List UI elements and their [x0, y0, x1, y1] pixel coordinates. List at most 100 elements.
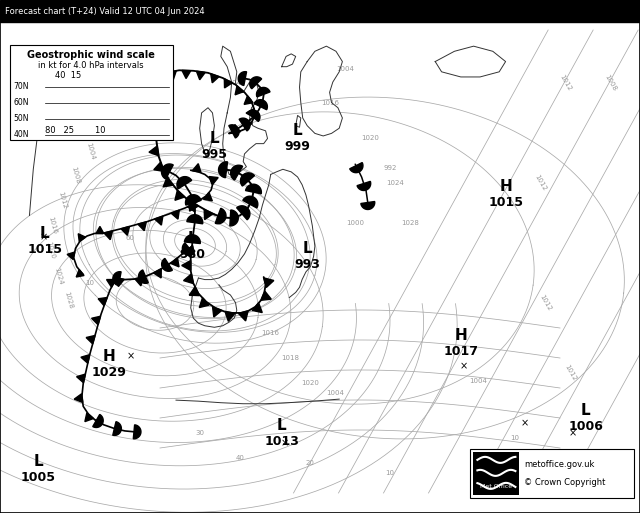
- Text: 999: 999: [285, 140, 310, 153]
- Polygon shape: [154, 74, 162, 83]
- Polygon shape: [244, 96, 253, 105]
- Text: H: H: [499, 180, 512, 194]
- Polygon shape: [85, 413, 93, 422]
- Polygon shape: [86, 336, 95, 344]
- Polygon shape: [175, 190, 185, 200]
- Polygon shape: [357, 182, 371, 190]
- Polygon shape: [257, 87, 270, 97]
- Text: 1029: 1029: [92, 366, 126, 379]
- Polygon shape: [196, 71, 205, 80]
- Polygon shape: [135, 277, 143, 286]
- Polygon shape: [140, 98, 150, 107]
- Text: 1005: 1005: [21, 471, 56, 484]
- Text: 1028: 1028: [63, 290, 73, 309]
- Text: 60: 60: [125, 235, 134, 241]
- Bar: [470, 449, 634, 498]
- Polygon shape: [163, 177, 173, 187]
- Text: L: L: [187, 231, 197, 246]
- Text: Forecast chart (T+24) Valid 12 UTC 04 Jun 2024: Forecast chart (T+24) Valid 12 UTC 04 Ju…: [5, 7, 205, 15]
- Polygon shape: [149, 146, 159, 156]
- Text: 980: 980: [179, 248, 205, 261]
- Polygon shape: [162, 259, 172, 271]
- Text: 1004: 1004: [326, 390, 344, 396]
- Polygon shape: [113, 272, 121, 286]
- Text: L: L: [40, 226, 50, 241]
- Polygon shape: [138, 222, 147, 231]
- Polygon shape: [212, 307, 221, 317]
- Polygon shape: [186, 246, 195, 254]
- Text: 40N: 40N: [13, 130, 29, 139]
- Polygon shape: [74, 394, 83, 403]
- Polygon shape: [225, 311, 235, 321]
- Bar: [0, 0, 640, 22]
- Polygon shape: [361, 202, 375, 209]
- Polygon shape: [171, 258, 179, 267]
- Text: 1028: 1028: [401, 220, 419, 226]
- Polygon shape: [246, 184, 261, 194]
- Text: 60N: 60N: [13, 98, 29, 107]
- Polygon shape: [154, 162, 164, 171]
- Text: ×: ×: [460, 362, 468, 372]
- Text: ×: ×: [127, 351, 135, 362]
- Polygon shape: [204, 192, 212, 201]
- Text: ×: ×: [569, 428, 577, 439]
- Polygon shape: [250, 77, 262, 89]
- Text: 80   25        10: 80 25 10: [45, 126, 105, 135]
- Text: 10: 10: [86, 280, 95, 286]
- Text: 1016: 1016: [261, 330, 279, 336]
- Text: © Crown Copyright: © Crown Copyright: [524, 478, 606, 486]
- Polygon shape: [78, 234, 86, 242]
- Text: 1012: 1012: [533, 174, 547, 192]
- Text: 10: 10: [385, 470, 394, 476]
- Text: 1004: 1004: [469, 378, 487, 384]
- Text: 1024: 1024: [53, 267, 63, 285]
- Text: 1020: 1020: [301, 380, 319, 386]
- Text: L: L: [209, 131, 220, 146]
- Text: 1004: 1004: [223, 80, 241, 86]
- Text: 992: 992: [383, 165, 397, 171]
- Polygon shape: [204, 209, 213, 220]
- Polygon shape: [193, 164, 201, 172]
- Polygon shape: [209, 176, 218, 185]
- Polygon shape: [252, 303, 262, 312]
- Text: metoffice.gov.uk: metoffice.gov.uk: [524, 460, 595, 469]
- Polygon shape: [147, 130, 156, 140]
- Text: Geostrophic wind scale: Geostrophic wind scale: [28, 50, 155, 60]
- Polygon shape: [184, 274, 193, 284]
- Polygon shape: [144, 113, 154, 123]
- Polygon shape: [230, 165, 243, 180]
- Polygon shape: [246, 109, 254, 117]
- Text: Met Office: Met Office: [481, 484, 513, 489]
- Text: 10: 10: [511, 435, 520, 441]
- Polygon shape: [244, 120, 252, 129]
- Polygon shape: [155, 216, 163, 225]
- Text: L: L: [292, 123, 303, 138]
- Text: 1000: 1000: [346, 220, 364, 226]
- Polygon shape: [98, 298, 107, 306]
- Bar: [10, 45, 173, 140]
- Text: in kt for 4.0 hPa intervals: in kt for 4.0 hPa intervals: [38, 61, 144, 70]
- Text: 1000: 1000: [103, 113, 113, 132]
- Polygon shape: [254, 100, 268, 110]
- Text: 995: 995: [202, 148, 227, 161]
- Polygon shape: [215, 208, 226, 224]
- Text: 1012: 1012: [538, 294, 552, 312]
- Text: 1012: 1012: [563, 364, 577, 382]
- Polygon shape: [230, 210, 238, 226]
- Polygon shape: [225, 79, 232, 88]
- Text: ×: ×: [281, 439, 289, 449]
- Polygon shape: [243, 196, 258, 208]
- Polygon shape: [186, 195, 201, 205]
- Polygon shape: [239, 118, 250, 131]
- Text: 1018: 1018: [281, 355, 299, 361]
- Polygon shape: [121, 226, 129, 235]
- Text: L: L: [276, 418, 287, 433]
- Text: L: L: [33, 454, 44, 469]
- Bar: [474, 452, 520, 495]
- Text: L: L: [580, 403, 591, 418]
- Polygon shape: [140, 78, 148, 87]
- Polygon shape: [199, 298, 209, 308]
- Text: 30: 30: [195, 430, 205, 436]
- Text: 1008: 1008: [603, 74, 617, 92]
- Polygon shape: [161, 164, 173, 179]
